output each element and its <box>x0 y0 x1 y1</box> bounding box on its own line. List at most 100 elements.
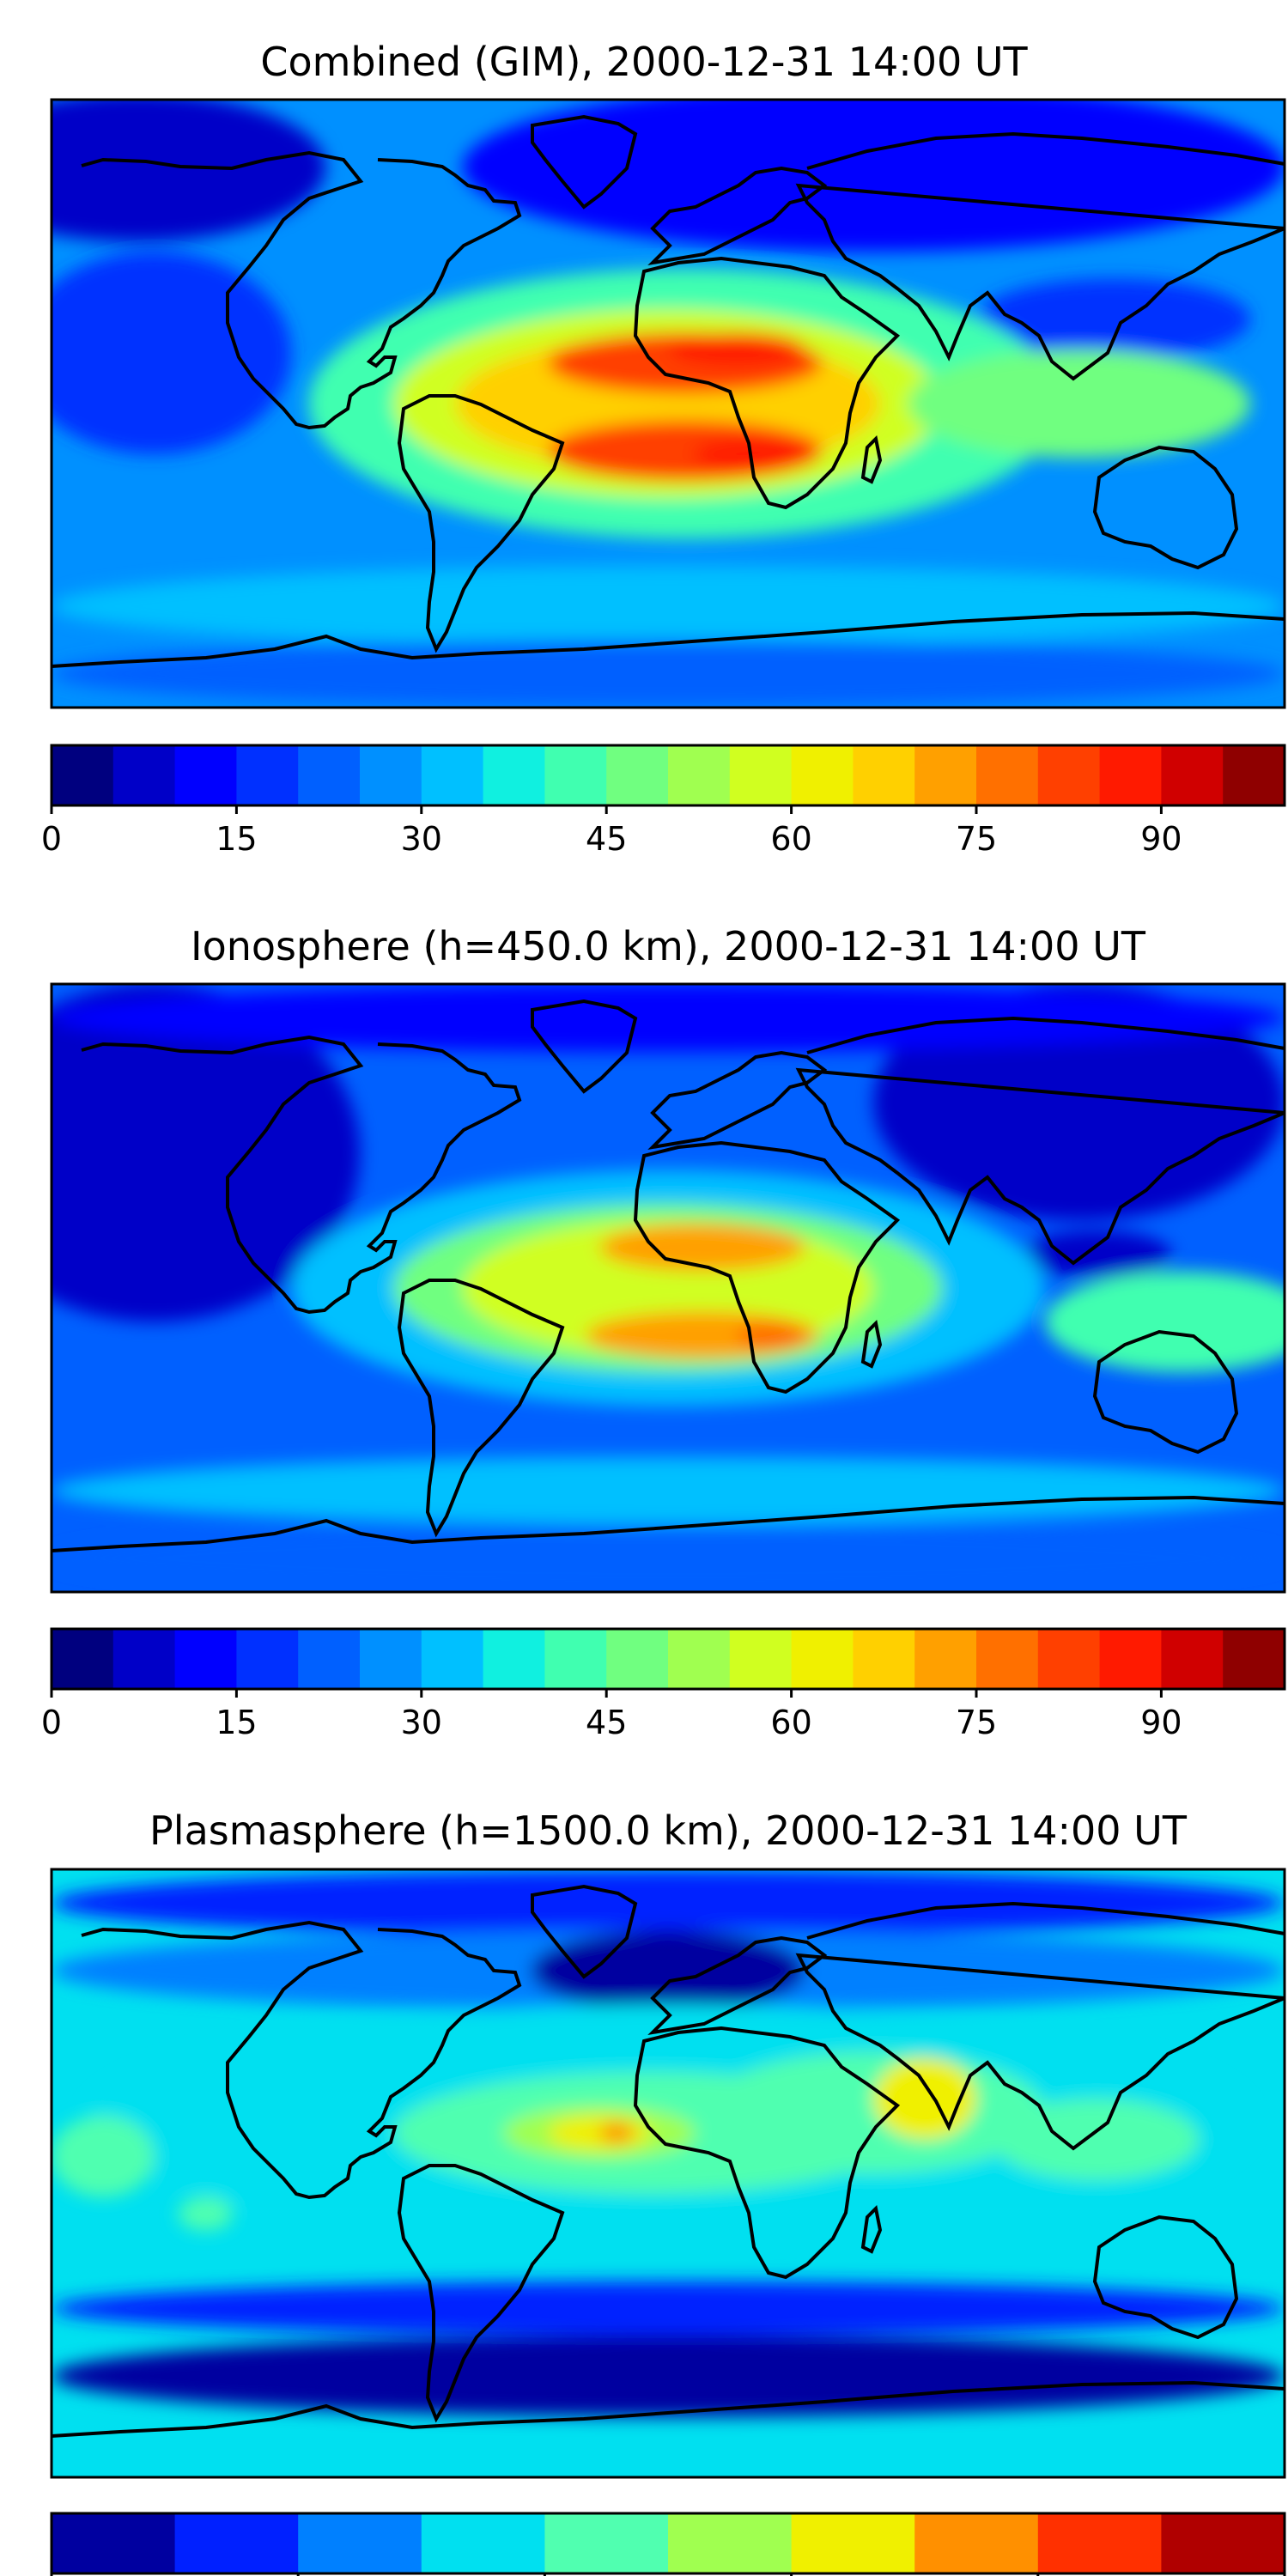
field-region <box>976 278 1251 360</box>
field-region <box>52 565 1285 647</box>
colorbar-segment <box>360 1629 422 1689</box>
chart-title: Ionosphere (h=450.0 km), 2000-12-31 14:0… <box>191 923 1146 969</box>
colorbar-segment <box>1099 1629 1162 1689</box>
colorbar-segment <box>544 745 607 805</box>
colorbar-segment <box>1161 2513 1285 2573</box>
chart-title: Plasmasphere (h=1500.0 km), 2000-12-31 1… <box>149 1807 1188 1854</box>
colorbar-segment <box>1223 1629 1285 1689</box>
colorbar-segment <box>360 745 422 805</box>
field-region <box>52 100 326 242</box>
colorbar-segment <box>174 2513 299 2573</box>
colorbar-segment <box>483 745 545 805</box>
colorbar-segment <box>52 2513 176 2573</box>
colorbar-segment <box>1161 745 1224 805</box>
colorbar-tick-label: 75 <box>956 820 997 858</box>
colorbar-tick-label: 60 <box>770 1704 811 1741</box>
colorbar-segment <box>1161 1629 1224 1689</box>
map-frame <box>50 98 1286 709</box>
colorbar-segment <box>914 745 977 805</box>
colorbar-segment <box>668 745 731 805</box>
colorbar-segment <box>298 745 361 805</box>
colorbar-segment <box>112 1629 176 1689</box>
colorbar-tick-label: 45 <box>586 820 627 858</box>
colorbar-segment <box>52 745 114 805</box>
colorbar-segment <box>174 1629 237 1689</box>
colorbar-segment <box>914 1629 977 1689</box>
field-region <box>1044 1271 1285 1373</box>
colorbar: 0 15 30 45 60 75 90 <box>41 744 1286 858</box>
field-region <box>668 332 805 367</box>
colorbar-segment <box>544 2513 669 2573</box>
colorbar-segment <box>421 745 484 805</box>
colorbar-segment <box>606 1629 669 1689</box>
field-region <box>178 2196 234 2231</box>
colorbar-segment <box>1037 745 1101 805</box>
field-region <box>52 2281 1285 2336</box>
map-panel <box>50 98 1286 709</box>
field-region <box>52 2116 155 2197</box>
field-region <box>52 2335 1285 2417</box>
colorbar-segment <box>421 2513 545 2573</box>
field-region <box>52 640 1285 708</box>
colorbar-segment <box>483 1629 545 1689</box>
colorbar-segment <box>298 1629 361 1689</box>
colorbar-segment <box>1037 2513 1162 2573</box>
colorbar-segment <box>668 1629 731 1689</box>
colorbar-segment <box>236 1629 299 1689</box>
colorbar-tick-label: 90 <box>1140 820 1182 858</box>
field-region <box>52 1456 1285 1525</box>
colorbar-segment <box>52 1629 114 1689</box>
field-region <box>736 1321 805 1349</box>
field-region <box>52 252 292 454</box>
colorbar-segment <box>791 2513 915 2573</box>
colorbar-segment <box>236 745 299 805</box>
field-region <box>691 437 816 471</box>
field-region <box>462 100 1285 252</box>
field-region <box>531 1929 805 2012</box>
colorbar-tick-label: 60 <box>770 820 811 858</box>
colorbar-tick-label: 30 <box>401 820 442 858</box>
colorbar-tick-label: 45 <box>586 1704 627 1741</box>
colorbar-segment <box>853 745 915 805</box>
map-panel <box>50 982 1286 1594</box>
colorbar-segment <box>853 1629 915 1689</box>
colorbar: 0 15 30 45 60 75 90 <box>41 1627 1286 1741</box>
field-region <box>52 1869 1285 1937</box>
field-region <box>52 984 360 1322</box>
colorbar: 0510152025 <box>50 2512 1286 2576</box>
field-region <box>599 2123 635 2143</box>
field-region <box>1020 1230 1172 1279</box>
colorbar-tick-label: 90 <box>1140 1704 1182 1741</box>
map-panel <box>50 1868 1286 2479</box>
colorbar-tick-label: 0 <box>41 820 62 858</box>
colorbar-segment <box>729 1629 793 1689</box>
colorbar-segment <box>791 745 854 805</box>
colorbar-segment <box>976 1629 1039 1689</box>
colorbar-tick-label: 0 <box>41 1704 62 1741</box>
colorbar-segment <box>914 2513 1039 2573</box>
colorbar-segment <box>298 2513 422 2573</box>
colorbar-segment <box>421 1629 484 1689</box>
colorbar-segment <box>791 1629 854 1689</box>
colorbar-segment <box>606 745 669 805</box>
colorbar-tick-label: 15 <box>216 820 257 858</box>
map-frame <box>50 1868 1286 2479</box>
field-region <box>599 1224 805 1272</box>
colorbar-segment <box>544 1629 607 1689</box>
colorbar-segment <box>976 745 1039 805</box>
colorbar-segment <box>174 745 237 805</box>
field-region <box>908 349 1251 458</box>
colorbar-segment <box>729 745 793 805</box>
chart-title: Combined (GIM), 2000-12-31 14:00 UT <box>260 39 1028 85</box>
colorbar-tick-label: 75 <box>956 1704 997 1741</box>
field-region <box>52 984 1285 1052</box>
colorbar-segment <box>1037 1629 1101 1689</box>
field-region <box>52 1524 1285 1592</box>
colorbar-tick-label: 15 <box>216 1704 257 1741</box>
map-frame <box>50 982 1286 1594</box>
field-region <box>993 2099 1200 2180</box>
colorbar-segment <box>1099 745 1162 805</box>
colorbar-tick-label: 30 <box>401 1704 442 1741</box>
colorbar-segment <box>668 2513 793 2573</box>
